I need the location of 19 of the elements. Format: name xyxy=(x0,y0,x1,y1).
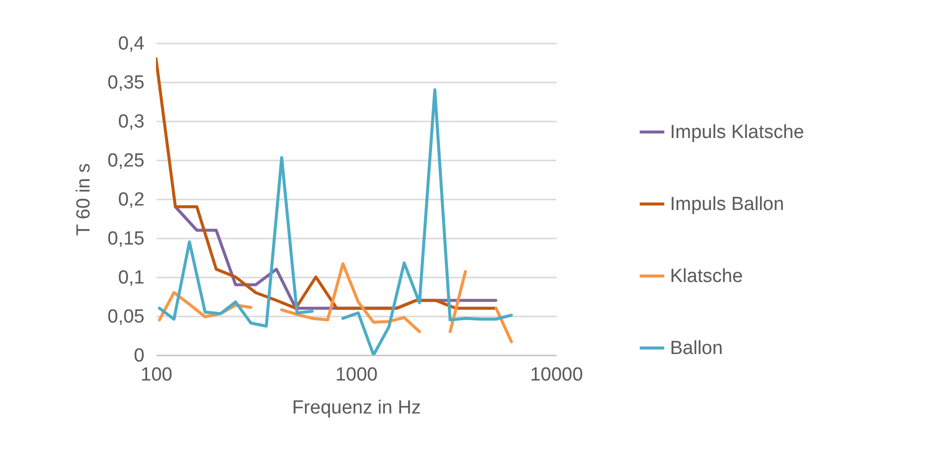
y-tick-label: 0,35 xyxy=(108,72,144,94)
legend-label: Klatsche xyxy=(670,266,743,287)
x-axis-title: Frequenz in Hz xyxy=(292,398,421,418)
legend-label: Ballon xyxy=(670,338,723,359)
line-series xyxy=(156,57,498,310)
x-tick-label: 10000 xyxy=(530,364,583,386)
y-tick-label: 0,05 xyxy=(108,306,144,328)
y-tick-label: 0,25 xyxy=(108,150,144,172)
x-tick-label: 1000 xyxy=(335,364,378,386)
legend-label: Impuls Ballon xyxy=(670,194,784,215)
y-tick-label: 0,4 xyxy=(118,34,145,54)
y-axis-title: T 60 in s xyxy=(74,163,95,236)
legend-label: Impuls Klatsche xyxy=(670,122,804,143)
y-tick-label: 0,2 xyxy=(118,190,144,210)
y-tick-label: 0 xyxy=(134,346,144,366)
x-tick-label: 100 xyxy=(140,364,172,386)
y-tick-label: 0,3 xyxy=(118,112,144,132)
y-tick-label: 0,1 xyxy=(118,268,144,288)
y-tick-label: 0,15 xyxy=(108,228,144,250)
